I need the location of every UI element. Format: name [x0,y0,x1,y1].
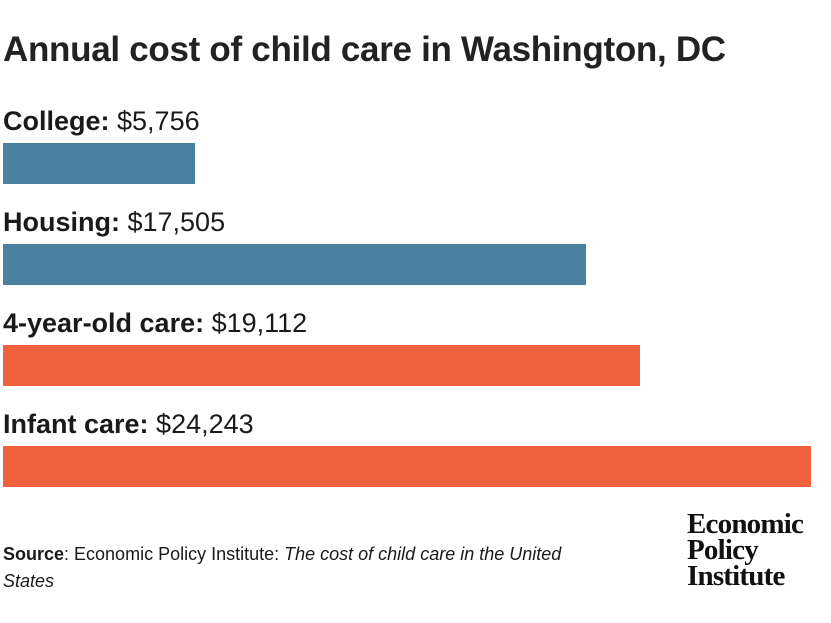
epi-logo: Economic Policy Institute [687,508,831,592]
bar [3,446,811,487]
category-label: Housing: [3,207,128,237]
bar [3,143,195,184]
bar [3,345,640,386]
value-label: $24,243 [156,409,254,439]
source-text: : Economic Policy Institute: [64,544,285,564]
bar-label: Infant care: $24,243 [3,408,254,440]
source-label: Source [3,544,65,564]
value-label: $19,112 [211,308,308,338]
bar [3,244,586,285]
logo-line-1: Economic [687,508,804,540]
bar-chart: College: $5,756 Housing: $17,505 4-year-ol… [0,100,831,500]
bar-label: College: $5,756 [3,105,200,137]
bar-label: 4-year-old care: $19,112 [3,307,307,339]
value-label: $5,756 [117,106,200,136]
category-label: 4-year-old care: [3,308,212,338]
logo-line-2: Policy [687,534,759,566]
category-label: College: [3,106,118,136]
source-title: The cost of child care in the United Sta… [3,544,562,591]
category-label: Infant care: [3,409,157,439]
logo-line-3: Institute [687,560,785,592]
chart-title: Annual cost of child care in Washington,… [3,30,726,69]
value-label: $17,505 [127,207,226,237]
bar-label: Housing: $17,505 [3,206,225,238]
source-note: Source: Economic Policy Institute: The c… [3,541,603,595]
